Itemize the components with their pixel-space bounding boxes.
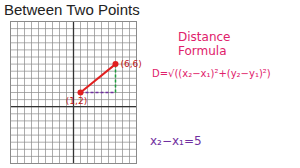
- svg-text:(1,2): (1,2): [66, 96, 87, 106]
- html-text:x₂−x₁=5: x₂−x₁=5: [150, 134, 202, 148]
- html-text:Between Two Points: Between Two Points: [4, 1, 140, 18]
- html-text:D=√((x₂−x₁)²+(y₂−y₁)²): D=√((x₂−x₁)²+(y₂−y₁)²): [152, 68, 271, 79]
- svg-text:(6,6): (6,6): [121, 59, 142, 69]
- html-text:Distance Formula: Distance Formula: [178, 30, 231, 58]
